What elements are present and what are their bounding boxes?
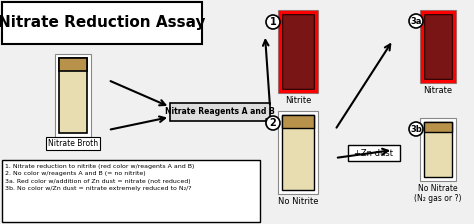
Text: +Zn dust: +Zn dust — [355, 149, 393, 157]
Bar — [2, 160, 260, 222]
Bar — [278, 111, 318, 194]
Text: 2: 2 — [270, 118, 276, 128]
Text: 3b: 3b — [410, 125, 422, 134]
Text: Nitrite: Nitrite — [285, 96, 311, 105]
Bar — [420, 118, 456, 181]
Text: 3a: 3a — [410, 17, 422, 26]
Text: Nitrate Reagents A and B: Nitrate Reagents A and B — [165, 108, 275, 116]
Bar — [348, 145, 400, 161]
Circle shape — [266, 15, 280, 29]
Bar — [278, 10, 318, 93]
Bar — [422, 12, 454, 81]
Bar — [2, 2, 202, 44]
Circle shape — [266, 116, 280, 130]
Circle shape — [409, 122, 423, 136]
Bar — [282, 115, 314, 190]
Bar — [282, 14, 314, 89]
Text: No Nitrate
(N₂ gas or ?): No Nitrate (N₂ gas or ?) — [414, 184, 462, 203]
Bar — [59, 58, 87, 133]
Text: Nitrate: Nitrate — [423, 86, 453, 95]
Text: Nitrate Reduction Assay: Nitrate Reduction Assay — [0, 15, 206, 30]
Bar — [424, 122, 452, 177]
Bar — [424, 122, 452, 132]
Text: Nitrate Broth: Nitrate Broth — [48, 139, 98, 148]
Bar — [420, 10, 456, 83]
Text: 1: 1 — [270, 17, 276, 27]
Bar — [424, 14, 452, 79]
Bar — [55, 54, 91, 137]
Text: 1. Nitrate reduction to nitrite (red color w/reagents A and B)
2. No color w/rea: 1. Nitrate reduction to nitrite (red col… — [5, 164, 194, 191]
Text: No Nitrite: No Nitrite — [278, 197, 318, 206]
Bar — [59, 58, 87, 71]
Circle shape — [409, 14, 423, 28]
Bar — [282, 115, 314, 129]
Bar — [280, 12, 316, 91]
Bar — [170, 103, 270, 121]
